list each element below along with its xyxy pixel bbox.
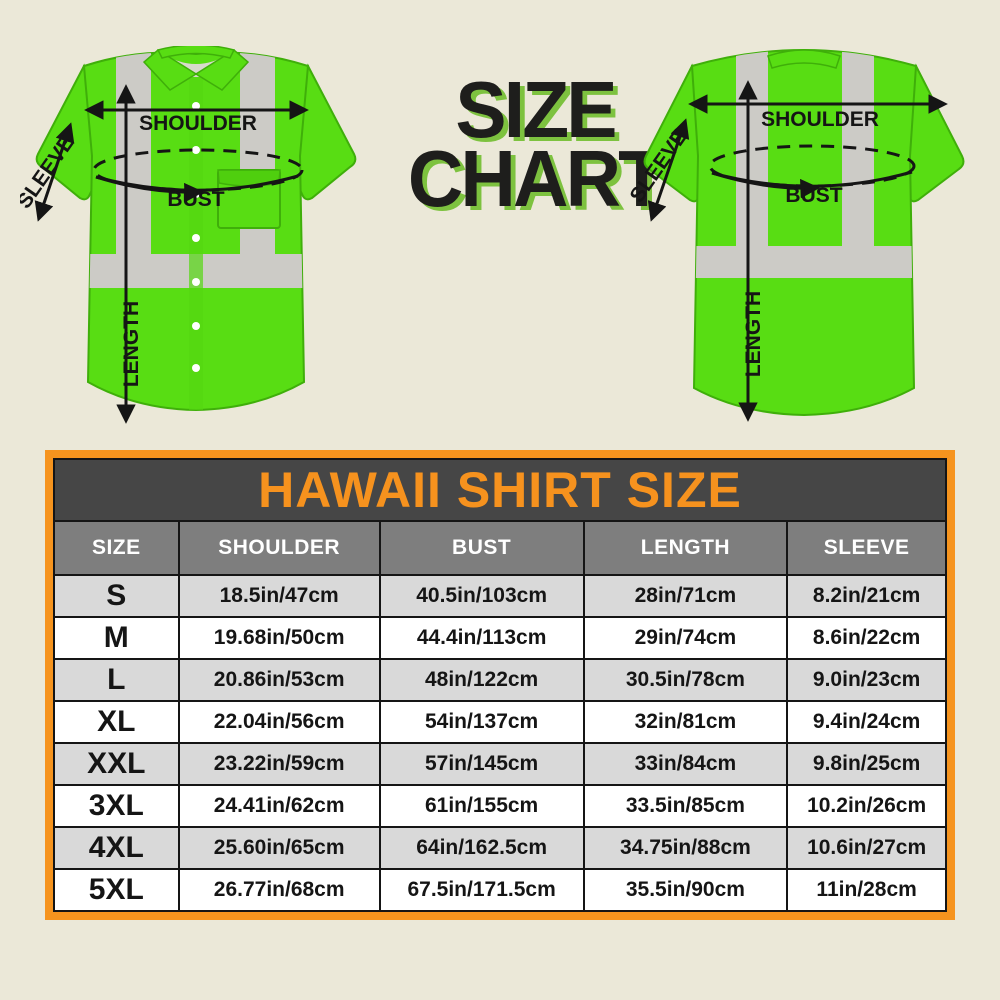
page-title-line2: CHART: [407, 133, 665, 223]
table-cell: 67.5in/171.5cm: [380, 870, 585, 910]
front-measurement-arrows: [34, 84, 309, 424]
size-table-frame: HAWAII SHIRT SIZE SIZE SHOULDER BUST LEN…: [53, 458, 947, 912]
table-cell: 33in/84cm: [584, 744, 789, 784]
size-row-xxl: XXL 23.22in/59cm 57in/145cm 33in/84cm 9.…: [55, 744, 945, 786]
size-row-4xl: 4XL 25.60in/65cm 64in/162.5cm 34.75in/88…: [55, 828, 945, 870]
table-cell: 40.5in/103cm: [380, 576, 585, 616]
back-collar: [767, 49, 841, 69]
table-cell: XL: [55, 702, 180, 742]
table-cell: 9.0in/23cm: [788, 660, 945, 700]
table-cell: S: [55, 576, 180, 616]
table-cell: 18.5in/47cm: [179, 576, 381, 616]
table-cell: 28in/71cm: [584, 576, 789, 616]
table-cell: 33.5in/85cm: [584, 786, 789, 826]
back-length-label: LENGTH: [742, 291, 765, 377]
size-table: HAWAII SHIRT SIZE SIZE SHOULDER BUST LEN…: [45, 450, 955, 920]
front-shirt-illustration: SHOULDER BUST SLEEVE LENGTH: [20, 46, 357, 424]
front-shoulder-label: SHOULDER: [139, 112, 257, 135]
table-cell: 11in/28cm: [788, 870, 945, 910]
size-row-l: L 20.86in/53cm 48in/122cm 30.5in/78cm 9.…: [55, 660, 945, 702]
table-cell: 19.68in/50cm: [179, 618, 381, 658]
table-cell: 4XL: [55, 828, 180, 868]
back-measurement-arrows: [647, 80, 948, 422]
table-cell: M: [55, 618, 180, 658]
size-row-xl: XL 22.04in/56cm 54in/137cm 32in/81cm 9.4…: [55, 702, 945, 744]
table-cell: 24.41in/62cm: [179, 786, 381, 826]
page-title-line1: SIZE: [455, 65, 617, 154]
table-cell: 44.4in/113cm: [380, 618, 585, 658]
table-cell: 5XL: [55, 870, 180, 910]
chest-pocket: [217, 169, 281, 229]
size-row-s: S 18.5in/47cm 40.5in/103cm 28in/71cm 8.2…: [55, 576, 945, 618]
back-shoulder-label: SHOULDER: [761, 108, 879, 131]
front-collar: [142, 46, 250, 91]
table-cell: 9.4in/24cm: [788, 702, 945, 742]
column-header-bust: BUST: [380, 522, 585, 574]
table-cell: 34.75in/88cm: [584, 828, 789, 868]
column-header-length: LENGTH: [584, 522, 789, 574]
table-cell: 8.6in/22cm: [788, 618, 945, 658]
table-cell: 25.60in/65cm: [179, 828, 381, 868]
table-cell: XXL: [55, 744, 180, 784]
table-cell: 8.2in/21cm: [788, 576, 945, 616]
table-header-row: SIZE SHOULDER BUST LENGTH SLEEVE: [55, 522, 945, 576]
table-cell: 61in/155cm: [380, 786, 585, 826]
table-cell: 20.86in/53cm: [179, 660, 381, 700]
table-cell: 54in/137cm: [380, 702, 585, 742]
table-cell: 29in/74cm: [584, 618, 789, 658]
column-header-size: SIZE: [55, 522, 180, 574]
front-bust-label: BUST: [167, 188, 224, 211]
table-cell: 10.6in/27cm: [788, 828, 945, 868]
table-cell: 10.2in/26cm: [788, 786, 945, 826]
back-bust-label: BUST: [785, 184, 842, 207]
table-cell: 9.8in/25cm: [788, 744, 945, 784]
table-cell: 32in/81cm: [584, 702, 789, 742]
column-header-sleeve: SLEEVE: [788, 522, 945, 574]
front-length-label: LENGTH: [120, 301, 143, 387]
size-row-5xl: 5XL 26.77in/68cm 67.5in/171.5cm 35.5in/9…: [55, 870, 945, 910]
table-title: HAWAII SHIRT SIZE: [258, 462, 742, 518]
table-cell: 22.04in/56cm: [179, 702, 381, 742]
size-diagram-section: SHOULDER BUST SLEEVE LENGTH SIZE CHART: [0, 0, 1000, 450]
back-shirt-illustration: SHOULDER BUST SLEEVE LENGTH: [628, 48, 965, 422]
table-cell: 30.5in/78cm: [584, 660, 789, 700]
page-title: SIZE CHART: [391, 65, 679, 223]
table-cell: 23.22in/59cm: [179, 744, 381, 784]
table-cell: 57in/145cm: [380, 744, 585, 784]
table-cell: 64in/162.5cm: [380, 828, 585, 868]
table-cell: L: [55, 660, 180, 700]
size-row-3xl: 3XL 24.41in/62cm 61in/155cm 33.5in/85cm …: [55, 786, 945, 828]
table-cell: 26.77in/68cm: [179, 870, 381, 910]
table-cell: 3XL: [55, 786, 180, 826]
column-header-shoulder: SHOULDER: [179, 522, 381, 574]
size-row-m: M 19.68in/50cm 44.4in/113cm 29in/74cm 8.…: [55, 618, 945, 660]
table-title-band: HAWAII SHIRT SIZE: [55, 460, 945, 522]
table-cell: 35.5in/90cm: [584, 870, 789, 910]
table-cell: 48in/122cm: [380, 660, 585, 700]
